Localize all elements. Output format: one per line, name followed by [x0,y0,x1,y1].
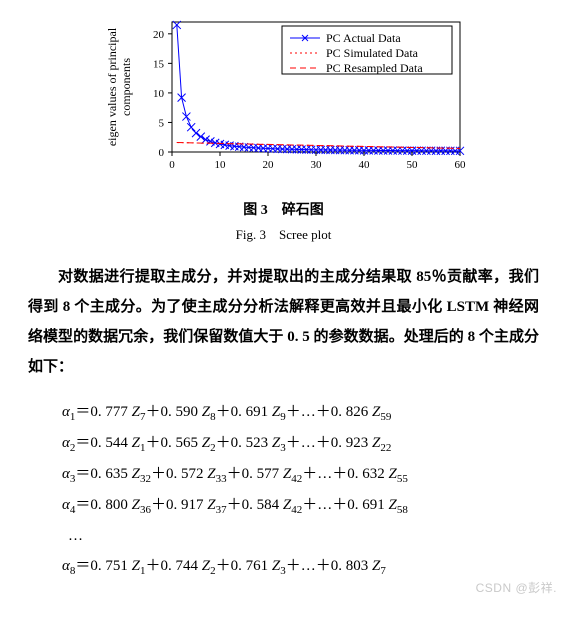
figure-caption: 图 3 碎石图 Fig. 3 Scree plot [28,198,539,247]
svg-text:components: components [119,58,133,116]
equation-row: α8＝0. 751 Z1＋0. 744 Z2＋0. 761 Z3＋…＋0. 80… [62,551,539,582]
equation-row: α2＝0. 544 Z1＋0. 565 Z2＋0. 523 Z3＋…＋0. 92… [62,428,539,459]
equation-row: α1＝0. 777 Z7＋0. 590 Z8＋0. 691 Z9＋…＋0. 82… [62,397,539,428]
caption-en-prefix: Fig. 3 [236,227,266,242]
p-thr: 0. 5 [287,329,310,345]
body-paragraph: 对数据进行提取主成分，并对提取出的主成分结果取 85％贡献率，我们得到 8 个主… [28,262,539,382]
equation-row: α3＝0. 635 Z32＋0. 572 Z33＋0. 577 Z42＋…＋0.… [62,459,539,490]
p-t1: 对数据进行提取主成分，并对提取出的主成分结果取 [58,269,416,285]
caption-cn: 图 3 碎石图 [28,198,539,223]
svg-text:10: 10 [153,88,165,100]
svg-text:PC Actual Data: PC Actual Data [326,31,401,45]
chart-svg: 0 10 20 30 40 50 60 0 5 10 15 20 eigen values of pri… [94,10,474,185]
svg-text:PC Simulated Data: PC Simulated Data [326,46,419,60]
svg-text:50: 50 [406,159,418,171]
svg-text:10: 10 [214,159,226,171]
svg-text:0: 0 [158,147,164,159]
p-t5: 的参数数据。处理后的 [310,329,468,345]
svg-text:15: 15 [153,58,165,70]
svg-text:20: 20 [262,159,274,171]
caption-number: 3 [261,203,268,218]
svg-text:eigen values of principal: eigen values of principal [105,27,119,146]
p-pct: 85％ [416,269,447,285]
equation-row: … [68,521,539,551]
caption-cn-title: 碎石图 [282,203,324,218]
svg-text:60: 60 [454,159,466,171]
equation-list: α1＝0. 777 Z7＋0. 590 Z8＋0. 691 Z9＋…＋0. 82… [62,397,539,582]
svg-text:40: 40 [358,159,370,171]
svg-text:30: 30 [310,159,322,171]
caption-en: Fig. 3 Scree plot [28,223,539,246]
svg-text:20: 20 [153,29,165,41]
svg-text:5: 5 [158,117,164,129]
equation-row: α4＝0. 800 Z36＋0. 917 Z37＋0. 584 Z42＋…＋0.… [62,490,539,521]
svg-text:PC Resampled Data: PC Resampled Data [326,61,423,75]
caption-en-title: Scree plot [279,227,331,242]
p-lstm: LSTM [447,299,490,315]
page: 0 10 20 30 40 50 60 0 5 10 15 20 eigen values of pri… [0,0,567,602]
p-t3: 个主成分。为了使主成分分析法解释更高效并且最小化 [70,299,446,315]
watermark: CSDN @彭祥. [476,579,557,596]
caption-cn-prefix: 图 [243,203,257,218]
scree-plot-chart: 0 10 20 30 40 50 60 0 5 10 15 20 eigen values of pri… [94,10,474,190]
p-n2: 8 [468,329,476,345]
svg-text:0: 0 [169,159,175,171]
